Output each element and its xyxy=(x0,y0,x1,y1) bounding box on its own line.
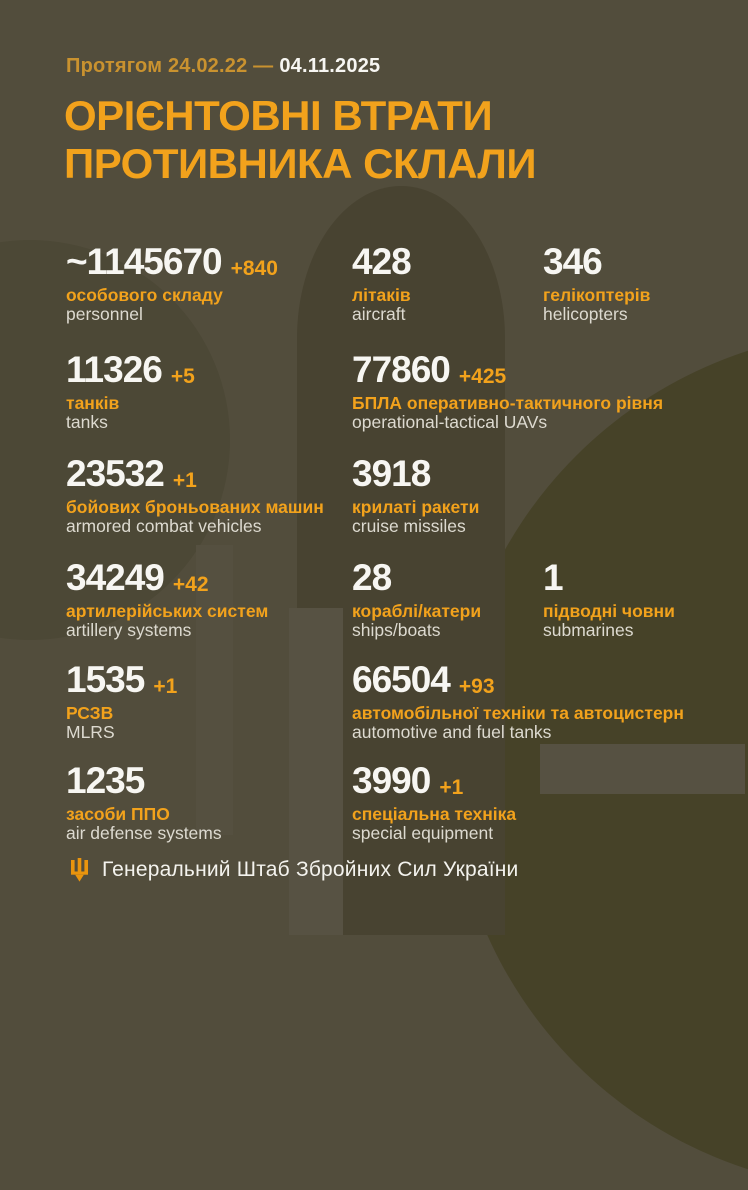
stat-value: 1535 xyxy=(66,659,145,700)
stat-label-ua: БПЛА оперативно-тактичного рівня xyxy=(352,393,664,413)
stat-delta: +42 xyxy=(172,573,209,596)
stat-helicopters: 346 гелікоптерів helicopters xyxy=(543,243,650,324)
stat-label-ua: кораблі/катери xyxy=(352,601,482,621)
stat-delta: +1 xyxy=(439,776,464,799)
stat-value: 66504 xyxy=(352,659,451,700)
stat-label-ua: засоби ППО xyxy=(66,804,170,824)
stat-label-ua: спеціальна техніка xyxy=(352,804,517,824)
stat-value: 3990 xyxy=(352,760,431,801)
stat-value: 3918 xyxy=(352,453,431,494)
stat-value: ~1145670 xyxy=(66,241,223,282)
stat-value: 34249 xyxy=(66,557,165,598)
infographic: Протягом 24.02.22 —04.11.2025 ОРІЄНТОВНІ… xyxy=(64,55,684,882)
stat-label-en: ships/boats xyxy=(352,620,441,640)
stat-cruise-missiles: 3918 крилаті ракети cruise missiles xyxy=(352,455,479,536)
footer: Генеральний Штаб Збройних Сил України xyxy=(70,858,519,882)
stat-label-ua: особового складу xyxy=(66,285,223,305)
stat-delta: +425 xyxy=(458,365,507,388)
stat-value: 428 xyxy=(352,241,412,282)
stat-label-ua: бойових броньованих машин xyxy=(66,497,324,517)
stat-delta: +840 xyxy=(230,257,278,280)
page-title-line2: ПРОТИВНИКА СКЛАЛИ xyxy=(64,140,537,187)
stat-value: 23532 xyxy=(66,453,165,494)
stat-value: 1 xyxy=(543,557,564,598)
stat-label-en: special equipment xyxy=(352,823,494,843)
tryzub-trident-icon xyxy=(70,858,89,882)
stat-label-ua: літаків xyxy=(352,285,411,305)
stat-delta: +5 xyxy=(170,365,195,388)
stat-label-en: helicopters xyxy=(543,304,628,324)
stat-label-en: tanks xyxy=(66,412,108,432)
stat-delta: +93 xyxy=(458,675,495,698)
date-range: Протягом 24.02.22 —04.11.2025 xyxy=(66,55,380,78)
stat-delta: +1 xyxy=(172,469,197,492)
stat-value: 28 xyxy=(352,557,392,598)
stat-label-en: MLRS xyxy=(66,722,115,742)
stat-special-equipment: 3990 +1 спеціальна техніка special equipm… xyxy=(352,762,516,843)
stat-label-ua: підводні човни xyxy=(543,601,675,621)
stat-label-ua: крилаті ракети xyxy=(352,497,480,517)
stat-label-ua: артилерійських систем xyxy=(66,601,269,621)
stat-label-en: air defense systems xyxy=(66,823,222,843)
stat-label-en: personnel xyxy=(66,304,143,324)
stat-value: 11326 xyxy=(66,349,163,390)
report-date: 04.11.2025 xyxy=(279,55,381,77)
page-title-line1: ОРІЄНТОВНІ ВТРАТИ xyxy=(64,92,493,139)
stat-delta: +1 xyxy=(153,675,178,698)
stat-value: 346 xyxy=(543,241,603,282)
stat-value: 1235 xyxy=(66,760,145,801)
period-label: Протягом 24.02.22 — xyxy=(66,55,274,77)
stat-ships: 28 кораблі/катери ships/boats xyxy=(352,559,481,640)
stat-aircraft: 428 літаків aircraft xyxy=(352,243,420,324)
stat-personnel: ~1145670 +840 особового складу personnel xyxy=(66,243,278,324)
stat-uavs: 77860 +425 БПЛА оперативно-тактичного рів… xyxy=(352,351,663,432)
stat-value: 77860 xyxy=(352,349,451,390)
stat-label-en: armored combat vehicles xyxy=(66,516,262,536)
stat-label-ua: гелікоптерів xyxy=(543,285,651,305)
stat-label-en: automotive and fuel tanks xyxy=(352,722,552,742)
stat-tanks: 11326 +5 танків tanks xyxy=(66,351,195,432)
stat-label-ua: танків xyxy=(66,393,120,413)
stat-label-ua: РСЗВ xyxy=(66,703,114,723)
stat-label-en: submarines xyxy=(543,620,634,640)
stat-label-en: aircraft xyxy=(352,304,406,324)
stat-artillery: 34249 +42 артилерійських систем artillery… xyxy=(66,559,268,640)
stat-submarines: 1 підводні човни submarines xyxy=(543,559,675,640)
stat-vehicles-fuel-tanks: 66504 +93 автомобільної техніки та автоци… xyxy=(352,661,684,742)
stat-label-en: cruise missiles xyxy=(352,516,466,536)
stat-label-en: artillery systems xyxy=(66,620,192,640)
stat-air-defense: 1235 засоби ППО air defense systems xyxy=(66,762,222,843)
stat-mlrs: 1535 +1 РСЗВ MLRS xyxy=(66,661,177,742)
stat-label-ua: автомобільної техніки та автоцистерн xyxy=(352,703,684,723)
organization-name: Генеральний Штаб Збройних Сил України xyxy=(102,858,519,881)
page-title: ОРІЄНТОВНІ ВТРАТИ ПРОТИВНИКА СКЛАЛИ xyxy=(64,92,537,188)
stat-armored-vehicles: 23532 +1 бойових броньованих машин armore… xyxy=(66,455,324,536)
stat-label-en: operational-tactical UAVs xyxy=(352,412,548,432)
